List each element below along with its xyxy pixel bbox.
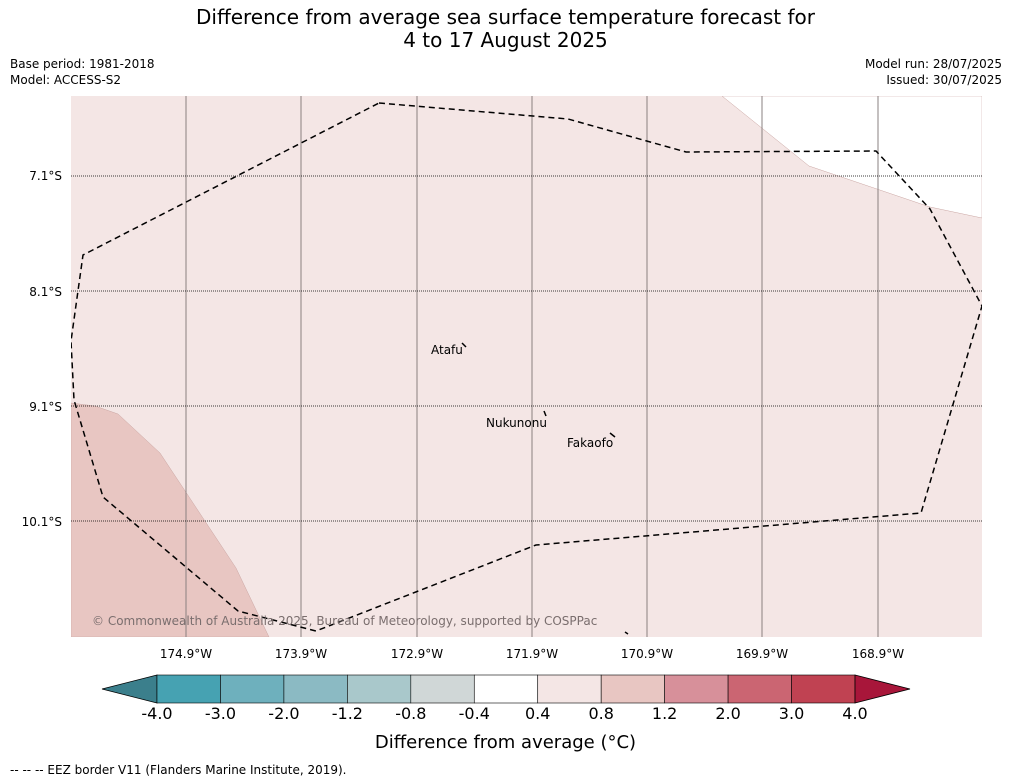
colorbar-segment	[600, 674, 665, 704]
eez-legend-footnote: -- -- -- EEZ border V11 (Flanders Marine…	[10, 763, 347, 777]
issued-date: Issued: 30/07/2025	[886, 73, 1002, 87]
title-line-2: 4 to 17 August 2025	[403, 28, 608, 52]
lat-label: 8.1°S	[29, 285, 62, 299]
copyright-notice: © Commonwealth of Australia 2025, Bureau…	[92, 614, 598, 628]
colorbar-label: Difference from average (°C)	[374, 732, 637, 753]
colorbar-segment	[727, 674, 792, 704]
nukunonu-atoll	[543, 410, 547, 417]
place-label-fakaofo: Fakaofo	[567, 436, 614, 450]
colorbar-tick-label: -3.0	[204, 704, 237, 723]
colorbar	[101, 674, 911, 704]
ocean-anomaly-base	[71, 96, 982, 637]
colorbar-segment	[283, 674, 348, 704]
lon-label: 170.9°W	[620, 647, 674, 661]
colorbar-tick-label: -0.8	[395, 704, 427, 723]
place-label-atafu: Atafu	[431, 343, 463, 357]
colorbar-tick-label: -4.0	[141, 704, 173, 723]
ocean-anomaly-warm-region	[71, 402, 270, 637]
lon-label: 172.9°W	[390, 647, 444, 661]
colorbar-segment	[347, 674, 412, 704]
fakaofo-atoll	[609, 432, 616, 438]
place-label-nukunonu: Nukunonu	[486, 416, 547, 430]
colorbar-segment	[410, 674, 475, 704]
colorbar-tick-label: 1.2	[651, 704, 678, 723]
colorbar-segment	[220, 674, 285, 704]
colorbar-tick-label: 4.0	[842, 704, 868, 723]
base-period: Base period: 1981-2018	[10, 57, 155, 71]
lon-label: 168.9°W	[851, 647, 905, 661]
eez-border	[71, 102, 982, 632]
colorbar-tick-label: -0.4	[458, 704, 490, 723]
lon-label: 173.9°W	[274, 647, 328, 661]
small-reef	[624, 631, 629, 635]
colorbar-tick-label: 0.4	[524, 704, 551, 723]
colorbar-extend-low	[101, 674, 158, 704]
colorbar-segment	[156, 674, 221, 704]
colorbar-tick-label: -1.2	[331, 704, 363, 723]
atoll-shapes	[461, 342, 629, 635]
model-name: Model: ACCESS-S2	[10, 73, 122, 87]
colorbar-tick-label: 2.0	[715, 704, 741, 723]
lat-label: 7.1°S	[29, 169, 62, 183]
map-title: Difference from average sea surface temp…	[0, 6, 1011, 52]
atafu-atoll	[461, 342, 467, 348]
colorbar-tick-label: -2.0	[268, 704, 300, 723]
land-nodata-region	[721, 96, 982, 219]
colorbar-tick-label: 0.8	[588, 704, 614, 723]
colorbar-segment	[537, 674, 602, 704]
model-run: Model run: 28/07/2025	[864, 57, 1002, 71]
colorbar-segment	[473, 674, 539, 704]
meta-left: Base period: 1981-2018 Model: ACCESS-S2	[10, 56, 155, 88]
lon-label: 169.9°W	[735, 647, 789, 661]
lon-label: 171.9°W	[505, 647, 559, 661]
lon-label: 174.9°W	[159, 647, 213, 661]
colorbar-tick-label: 3.0	[778, 704, 805, 723]
title-line-1: Difference from average sea surface temp…	[195, 5, 815, 29]
colorbar-segment	[664, 674, 729, 704]
meta-right: Model run: 28/07/2025 Issued: 30/07/2025	[865, 56, 1002, 88]
lat-label: 9.1°S	[29, 400, 62, 414]
lat-label: 10.1°S	[21, 515, 62, 529]
colorbar-segment	[791, 674, 856, 704]
longitude-gridlines	[185, 96, 879, 637]
colorbar-extend-high	[854, 674, 911, 704]
